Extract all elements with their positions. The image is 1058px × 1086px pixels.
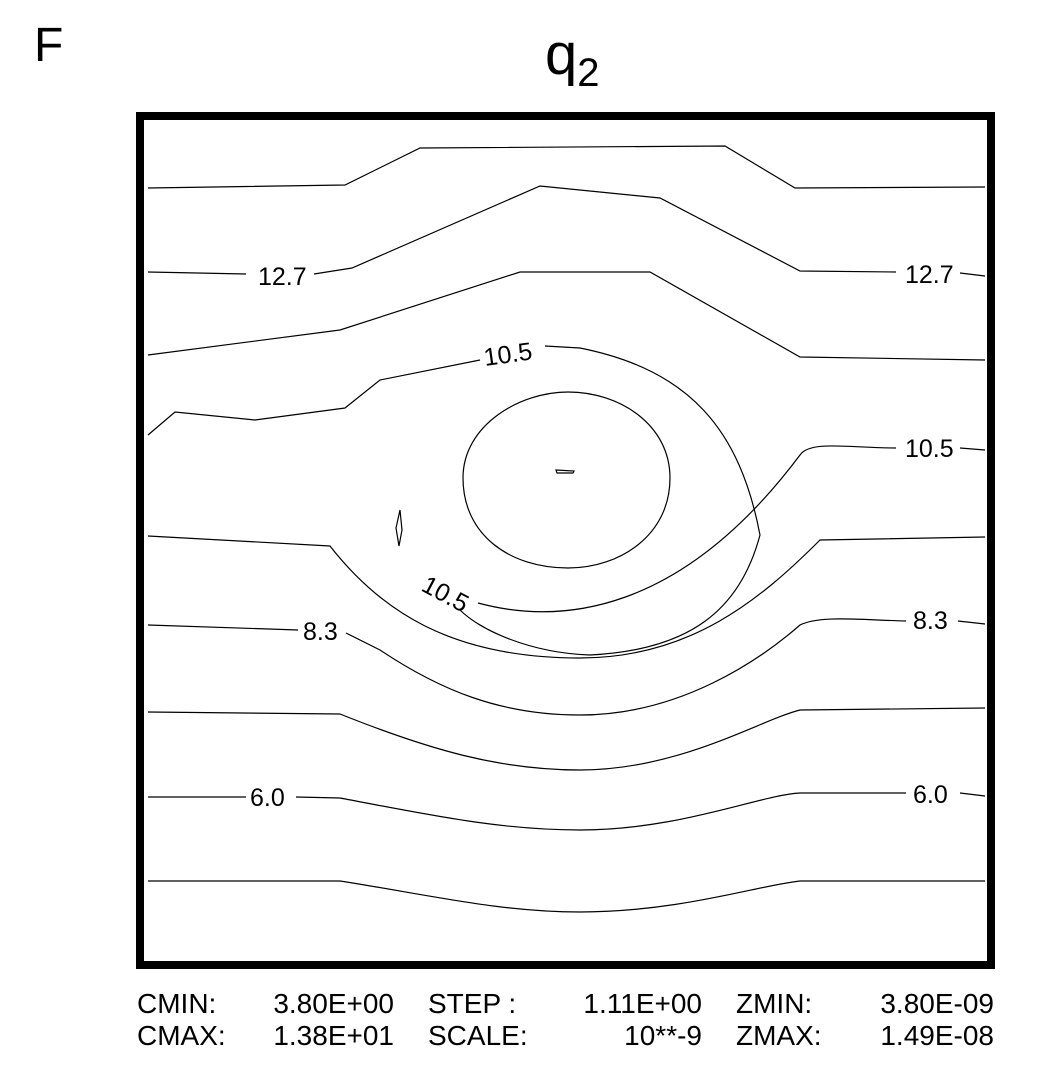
contour-line-9 xyxy=(148,880,985,913)
contour-line-2-right xyxy=(959,272,986,277)
step-value: 1.11E+00 xyxy=(583,988,702,1019)
contour-line-4-right xyxy=(959,447,986,451)
contour-line-6-left xyxy=(147,624,299,631)
contour-label-8p3-left: 8.3 xyxy=(303,618,338,646)
contour-label-6p0-right: 6.0 xyxy=(913,781,948,809)
contour-label-12p7-right: 12.7 xyxy=(905,261,954,289)
contour-line-2 xyxy=(313,185,897,275)
contour-line-7 xyxy=(147,707,986,771)
contour-line-2-left xyxy=(147,271,247,275)
plot-title: q2 xyxy=(545,26,600,95)
contour-small-loop xyxy=(395,509,403,547)
contour-label-10p5-upper: 10.5 xyxy=(482,337,534,372)
contour-line-4b xyxy=(459,345,761,656)
contour-inner-ring xyxy=(462,391,671,569)
contour-line-8-right xyxy=(959,792,986,797)
cmin-value: 3.80E+00 xyxy=(273,988,394,1019)
contour-label-10p5-lower: 10.5 xyxy=(417,571,473,619)
cmax-value: 1.38E+01 xyxy=(273,1020,394,1051)
contour-line-8 xyxy=(295,792,906,831)
zmin-value: 3.80E-09 xyxy=(880,988,994,1019)
contour-line-5 xyxy=(147,535,986,659)
contour-line-6-right xyxy=(957,620,986,625)
zmin-label: ZMIN: xyxy=(736,988,813,1019)
contour-label-12p7-left: 12.7 xyxy=(258,263,307,291)
title-base: q xyxy=(545,22,578,87)
plot-frame xyxy=(136,112,995,969)
contour-line-4a xyxy=(147,359,481,436)
contour-line-6 xyxy=(345,618,907,716)
scale-label: SCALE: xyxy=(428,1020,528,1051)
contour-label-10p5-right: 10.5 xyxy=(905,435,954,463)
contour-tiny-eye xyxy=(555,469,575,474)
zmax-label: ZMAX: xyxy=(736,1020,822,1051)
step-label: STEP : xyxy=(428,988,517,1019)
panel-letter: F xyxy=(34,19,64,72)
contour-label-6p0-left: 6.0 xyxy=(250,784,285,812)
contour-line-3 xyxy=(147,271,986,361)
cmax-label: CMAX: xyxy=(137,1020,226,1051)
contour-line-1 xyxy=(147,145,986,189)
scale-value: 10**-9 xyxy=(624,1020,702,1051)
contour-label-8p3-right: 8.3 xyxy=(913,607,948,635)
cmin-label: CMIN: xyxy=(137,988,217,1019)
title-subscript: 2 xyxy=(577,51,600,95)
zmax-value: 1.49E-08 xyxy=(880,1020,994,1051)
contour-line-4c xyxy=(477,445,897,613)
